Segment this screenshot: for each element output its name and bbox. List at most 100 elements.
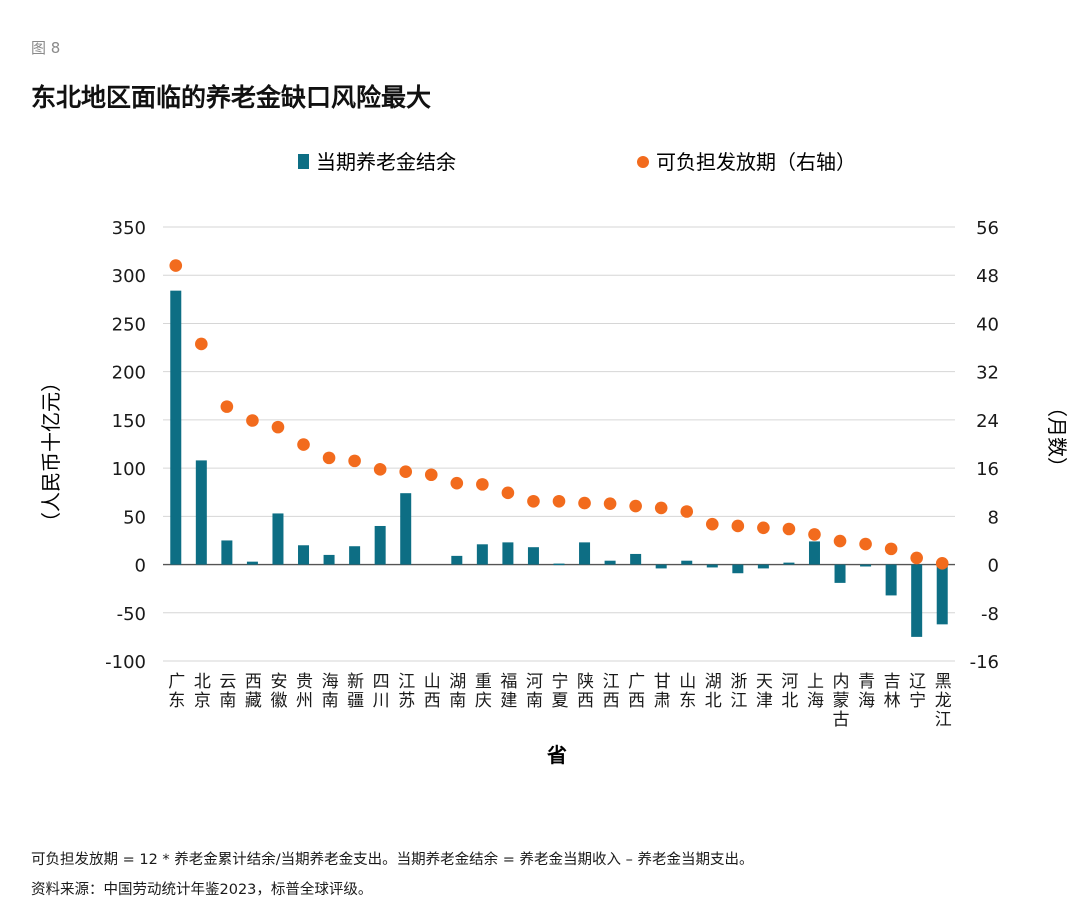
bar	[246, 561, 258, 565]
bar	[349, 546, 361, 565]
dot-point	[322, 451, 336, 465]
category-label: 西藏	[245, 672, 262, 711]
category-label: 青海	[858, 672, 875, 711]
bar	[757, 564, 769, 569]
category-labels: 广东北京云南西藏安徽贵州海南新疆四川江苏山西湖南重庆福建河南宁夏陕西江西广西甘肃…	[168, 672, 951, 730]
category-label: 宁夏	[552, 672, 569, 711]
left-tick-label: -50	[117, 604, 146, 625]
bar	[170, 290, 182, 565]
category-label: 新疆	[347, 672, 364, 711]
bar	[323, 554, 335, 565]
right-tick-label: 48	[976, 266, 999, 287]
bar	[834, 564, 846, 583]
category-label: 贵州	[296, 672, 313, 711]
legend: 当期养老金结余 可负担发放期（右轴）	[298, 150, 856, 174]
bar	[298, 545, 310, 565]
dot-point	[169, 259, 183, 272]
dot-point	[680, 505, 694, 518]
chart-title: 东北地区面临的养老金缺口风险最大	[31, 83, 432, 112]
definition-note: 可负担发放期 = 12 * 养老金累计结余/当期养老金支出。当期养老金结余 = …	[31, 852, 754, 868]
left-tick-label: -100	[105, 652, 146, 673]
bar	[553, 563, 565, 566]
category-label: 湖南	[449, 672, 466, 711]
right-tick-label: 56	[976, 218, 999, 239]
source-note: 资料来源：中国劳动统计年鉴2023，标普全球评级。	[31, 882, 373, 898]
category-label: 陕西	[577, 672, 594, 711]
bar	[936, 564, 948, 625]
category-label: 福建	[500, 672, 517, 711]
left-tick-label: 300	[112, 266, 146, 287]
dot-point	[731, 519, 745, 533]
category-label: 山东	[679, 672, 696, 711]
right-tick-label: 32	[976, 363, 999, 384]
dot-point	[246, 414, 259, 427]
dot-point	[859, 537, 872, 551]
figure-label: 图 8	[31, 39, 61, 57]
left-axis-title: （人民币十亿元）	[39, 372, 63, 532]
right-tick-label: 0	[988, 556, 999, 577]
bar	[860, 564, 872, 567]
right-tick-label: 8	[988, 507, 999, 528]
bar	[502, 542, 514, 565]
category-label: 天津	[756, 672, 773, 711]
left-axis-ticks: -100 -50 0 50 100 150 200 250 300 350	[105, 218, 146, 673]
bar	[400, 493, 412, 565]
category-label: 甘肃	[654, 672, 671, 711]
category-label: 黑龙江	[935, 672, 952, 730]
legend-bar-swatch	[298, 154, 309, 169]
left-tick-label: 200	[112, 363, 146, 384]
category-label: 北京	[194, 672, 211, 711]
dot-point	[603, 497, 617, 510]
bar	[630, 553, 642, 565]
right-tick-label: 24	[976, 411, 999, 432]
category-label: 山西	[424, 672, 441, 711]
bar	[476, 544, 488, 565]
dot-point	[552, 494, 566, 508]
dot-point	[782, 522, 796, 536]
right-axis-title: （月数）	[1045, 397, 1069, 477]
dot-point	[629, 499, 642, 513]
right-tick-label: -8	[981, 604, 999, 625]
category-label: 湖北	[705, 672, 722, 711]
right-tick-label: 40	[976, 314, 999, 335]
left-tick-label: 350	[112, 218, 146, 239]
category-label: 上海	[807, 672, 824, 711]
dot-point	[654, 501, 668, 515]
left-tick-label: 100	[112, 459, 146, 480]
legend-dot-label: 可负担发放期（右轴）	[656, 150, 856, 174]
dot-point	[910, 551, 923, 565]
dot-point	[476, 478, 489, 491]
chart: 当期养老金结余 可负担发放期（右轴） -100 -50 0 50 100 150 200 25…	[39, 150, 1069, 767]
dot-series	[169, 259, 949, 570]
dot-point	[297, 438, 310, 451]
dot-point	[833, 534, 847, 548]
dot-point	[578, 496, 591, 510]
category-label: 安徽	[270, 672, 287, 711]
category-label: 广东	[168, 672, 185, 711]
bar	[783, 562, 795, 565]
category-label: 河北	[781, 672, 798, 711]
bar-series	[170, 290, 948, 637]
bar	[911, 564, 923, 637]
dot-point	[271, 420, 285, 434]
category-label: 河南	[526, 672, 543, 711]
dot-point	[399, 465, 413, 479]
category-label: 江苏	[398, 672, 415, 711]
bar	[681, 560, 693, 565]
dot-point	[501, 486, 515, 500]
bar	[527, 547, 539, 565]
bar	[885, 564, 897, 596]
category-label: 辽宁	[909, 672, 926, 711]
category-label: 重庆	[475, 672, 492, 711]
category-label: 吉林	[884, 672, 901, 711]
bar	[808, 541, 820, 565]
right-tick-label: 16	[976, 459, 999, 480]
dot-point	[195, 337, 208, 351]
legend-bar-label: 当期养老金结余	[316, 150, 456, 174]
bar	[579, 542, 591, 565]
bar	[195, 460, 207, 565]
category-label: 浙江	[730, 672, 747, 711]
bar	[604, 560, 616, 565]
dot-point	[373, 463, 387, 476]
left-tick-label: 50	[123, 507, 146, 528]
